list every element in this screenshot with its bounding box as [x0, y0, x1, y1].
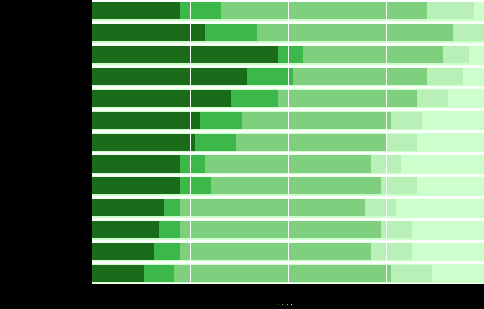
- Bar: [257, 24, 453, 41]
- Bar: [231, 90, 278, 107]
- Bar: [200, 112, 242, 129]
- Bar: [236, 133, 386, 151]
- Bar: [427, 68, 463, 85]
- Bar: [278, 90, 417, 107]
- Bar: [92, 221, 159, 238]
- Bar: [391, 112, 422, 129]
- Legend: , , , : , , ,: [278, 303, 293, 305]
- Bar: [417, 90, 448, 107]
- Bar: [211, 177, 381, 194]
- Bar: [92, 265, 144, 282]
- Bar: [92, 243, 154, 260]
- Bar: [381, 221, 412, 238]
- Bar: [92, 46, 278, 63]
- Bar: [92, 90, 231, 107]
- Bar: [386, 133, 417, 151]
- Bar: [180, 243, 371, 260]
- Bar: [159, 221, 180, 238]
- Bar: [391, 265, 432, 282]
- Bar: [293, 68, 427, 85]
- Bar: [175, 265, 391, 282]
- Bar: [144, 265, 175, 282]
- Bar: [278, 46, 303, 63]
- Bar: [180, 2, 221, 19]
- Bar: [371, 243, 412, 260]
- Bar: [154, 243, 180, 260]
- Bar: [164, 199, 180, 216]
- Bar: [92, 199, 164, 216]
- Bar: [92, 68, 247, 85]
- Bar: [180, 155, 205, 172]
- Bar: [247, 68, 293, 85]
- Bar: [92, 2, 180, 19]
- Bar: [453, 24, 484, 41]
- Bar: [180, 199, 365, 216]
- Bar: [92, 24, 205, 41]
- Bar: [221, 2, 427, 19]
- Bar: [205, 155, 371, 172]
- Bar: [195, 133, 236, 151]
- Bar: [381, 177, 417, 194]
- Bar: [303, 46, 443, 63]
- Bar: [92, 112, 200, 129]
- Bar: [180, 221, 381, 238]
- Bar: [92, 155, 180, 172]
- Bar: [92, 177, 180, 194]
- Bar: [180, 177, 211, 194]
- Bar: [427, 2, 474, 19]
- Bar: [242, 112, 391, 129]
- Bar: [365, 199, 396, 216]
- Bar: [371, 155, 401, 172]
- Bar: [92, 133, 195, 151]
- Bar: [205, 24, 257, 41]
- Bar: [443, 46, 469, 63]
